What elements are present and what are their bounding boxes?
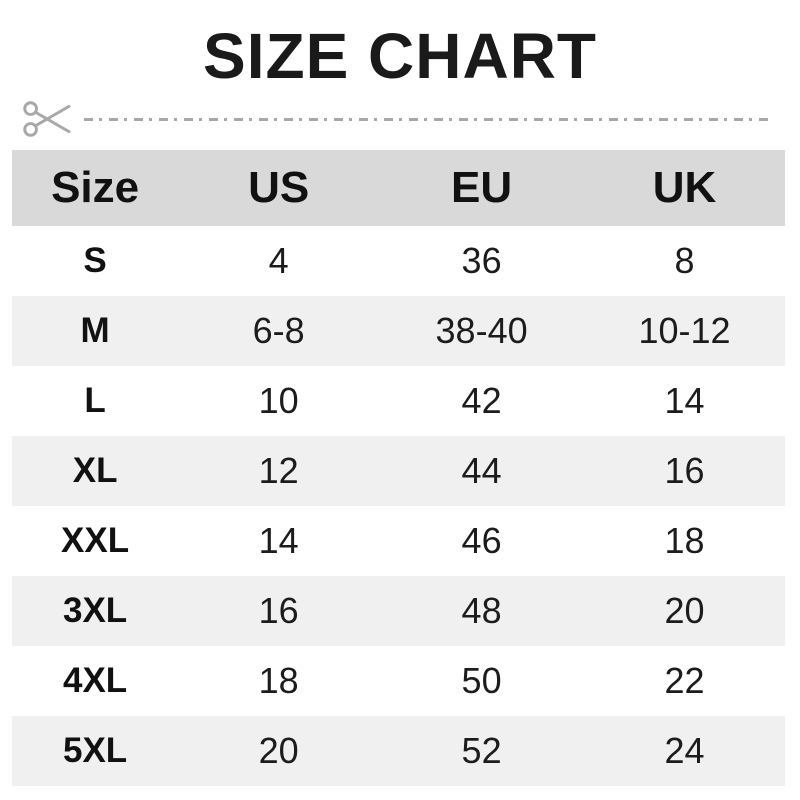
size-cell: 4XL bbox=[62, 661, 128, 700]
dash-dot-line bbox=[84, 117, 770, 121]
size-cell: 3XL bbox=[62, 591, 128, 630]
scissors-icon bbox=[23, 101, 71, 137]
uk-cell: 16 bbox=[664, 450, 705, 491]
size-cell: M bbox=[80, 311, 110, 350]
size-cell: L bbox=[84, 381, 106, 420]
uk-cell: 14 bbox=[664, 380, 705, 421]
eu-cell: 48 bbox=[461, 590, 502, 631]
uk-cell: 8 bbox=[674, 240, 695, 281]
table-row: S 4 36 8 bbox=[12, 226, 785, 296]
us-cell: 6-8 bbox=[252, 310, 305, 351]
header-row: Size US EU UK bbox=[12, 150, 785, 226]
size-cell: S bbox=[83, 241, 107, 280]
header-size: Size bbox=[51, 163, 140, 212]
us-cell: 10 bbox=[258, 380, 299, 421]
us-cell: 14 bbox=[258, 520, 299, 561]
size-cell: XXL bbox=[61, 521, 130, 560]
table-row: XL 12 44 16 bbox=[12, 436, 785, 506]
size-cell: XL bbox=[72, 451, 118, 490]
us-cell: 12 bbox=[258, 450, 299, 491]
eu-cell: 36 bbox=[461, 240, 502, 281]
eu-cell: 38-40 bbox=[435, 310, 528, 351]
eu-cell: 50 bbox=[461, 660, 502, 701]
eu-cell: 44 bbox=[461, 450, 502, 491]
size-cell: 5XL bbox=[62, 731, 128, 770]
uk-cell: 24 bbox=[664, 730, 705, 771]
uk-cell: 10-12 bbox=[638, 310, 731, 351]
table-row: XXL 14 46 18 bbox=[12, 506, 785, 576]
uk-cell: 22 bbox=[664, 660, 705, 701]
size-chart-table: Size US EU UK S 4 36 8 M 6-8 38-40 10-12… bbox=[12, 150, 785, 786]
eu-cell: 52 bbox=[461, 730, 502, 771]
us-cell: 18 bbox=[258, 660, 299, 701]
us-cell: 16 bbox=[258, 590, 299, 631]
eu-cell: 46 bbox=[461, 520, 502, 561]
uk-cell: 18 bbox=[664, 520, 705, 561]
table-row: M 6-8 38-40 10-12 bbox=[12, 296, 785, 366]
us-cell: 4 bbox=[268, 240, 289, 281]
header-us: US bbox=[248, 163, 310, 212]
page-title: SIZE CHART bbox=[203, 20, 597, 92]
header-eu: EU bbox=[451, 163, 513, 212]
table-row: 4XL 18 50 22 bbox=[12, 646, 785, 716]
eu-cell: 42 bbox=[461, 380, 502, 421]
cut-line bbox=[22, 98, 770, 140]
us-cell: 20 bbox=[258, 730, 299, 771]
header-uk: UK bbox=[652, 163, 717, 212]
table-row: 5XL 20 52 24 bbox=[12, 716, 785, 786]
table-row: 3XL 16 48 20 bbox=[12, 576, 785, 646]
table-row: L 10 42 14 bbox=[12, 366, 785, 436]
uk-cell: 20 bbox=[664, 590, 705, 631]
